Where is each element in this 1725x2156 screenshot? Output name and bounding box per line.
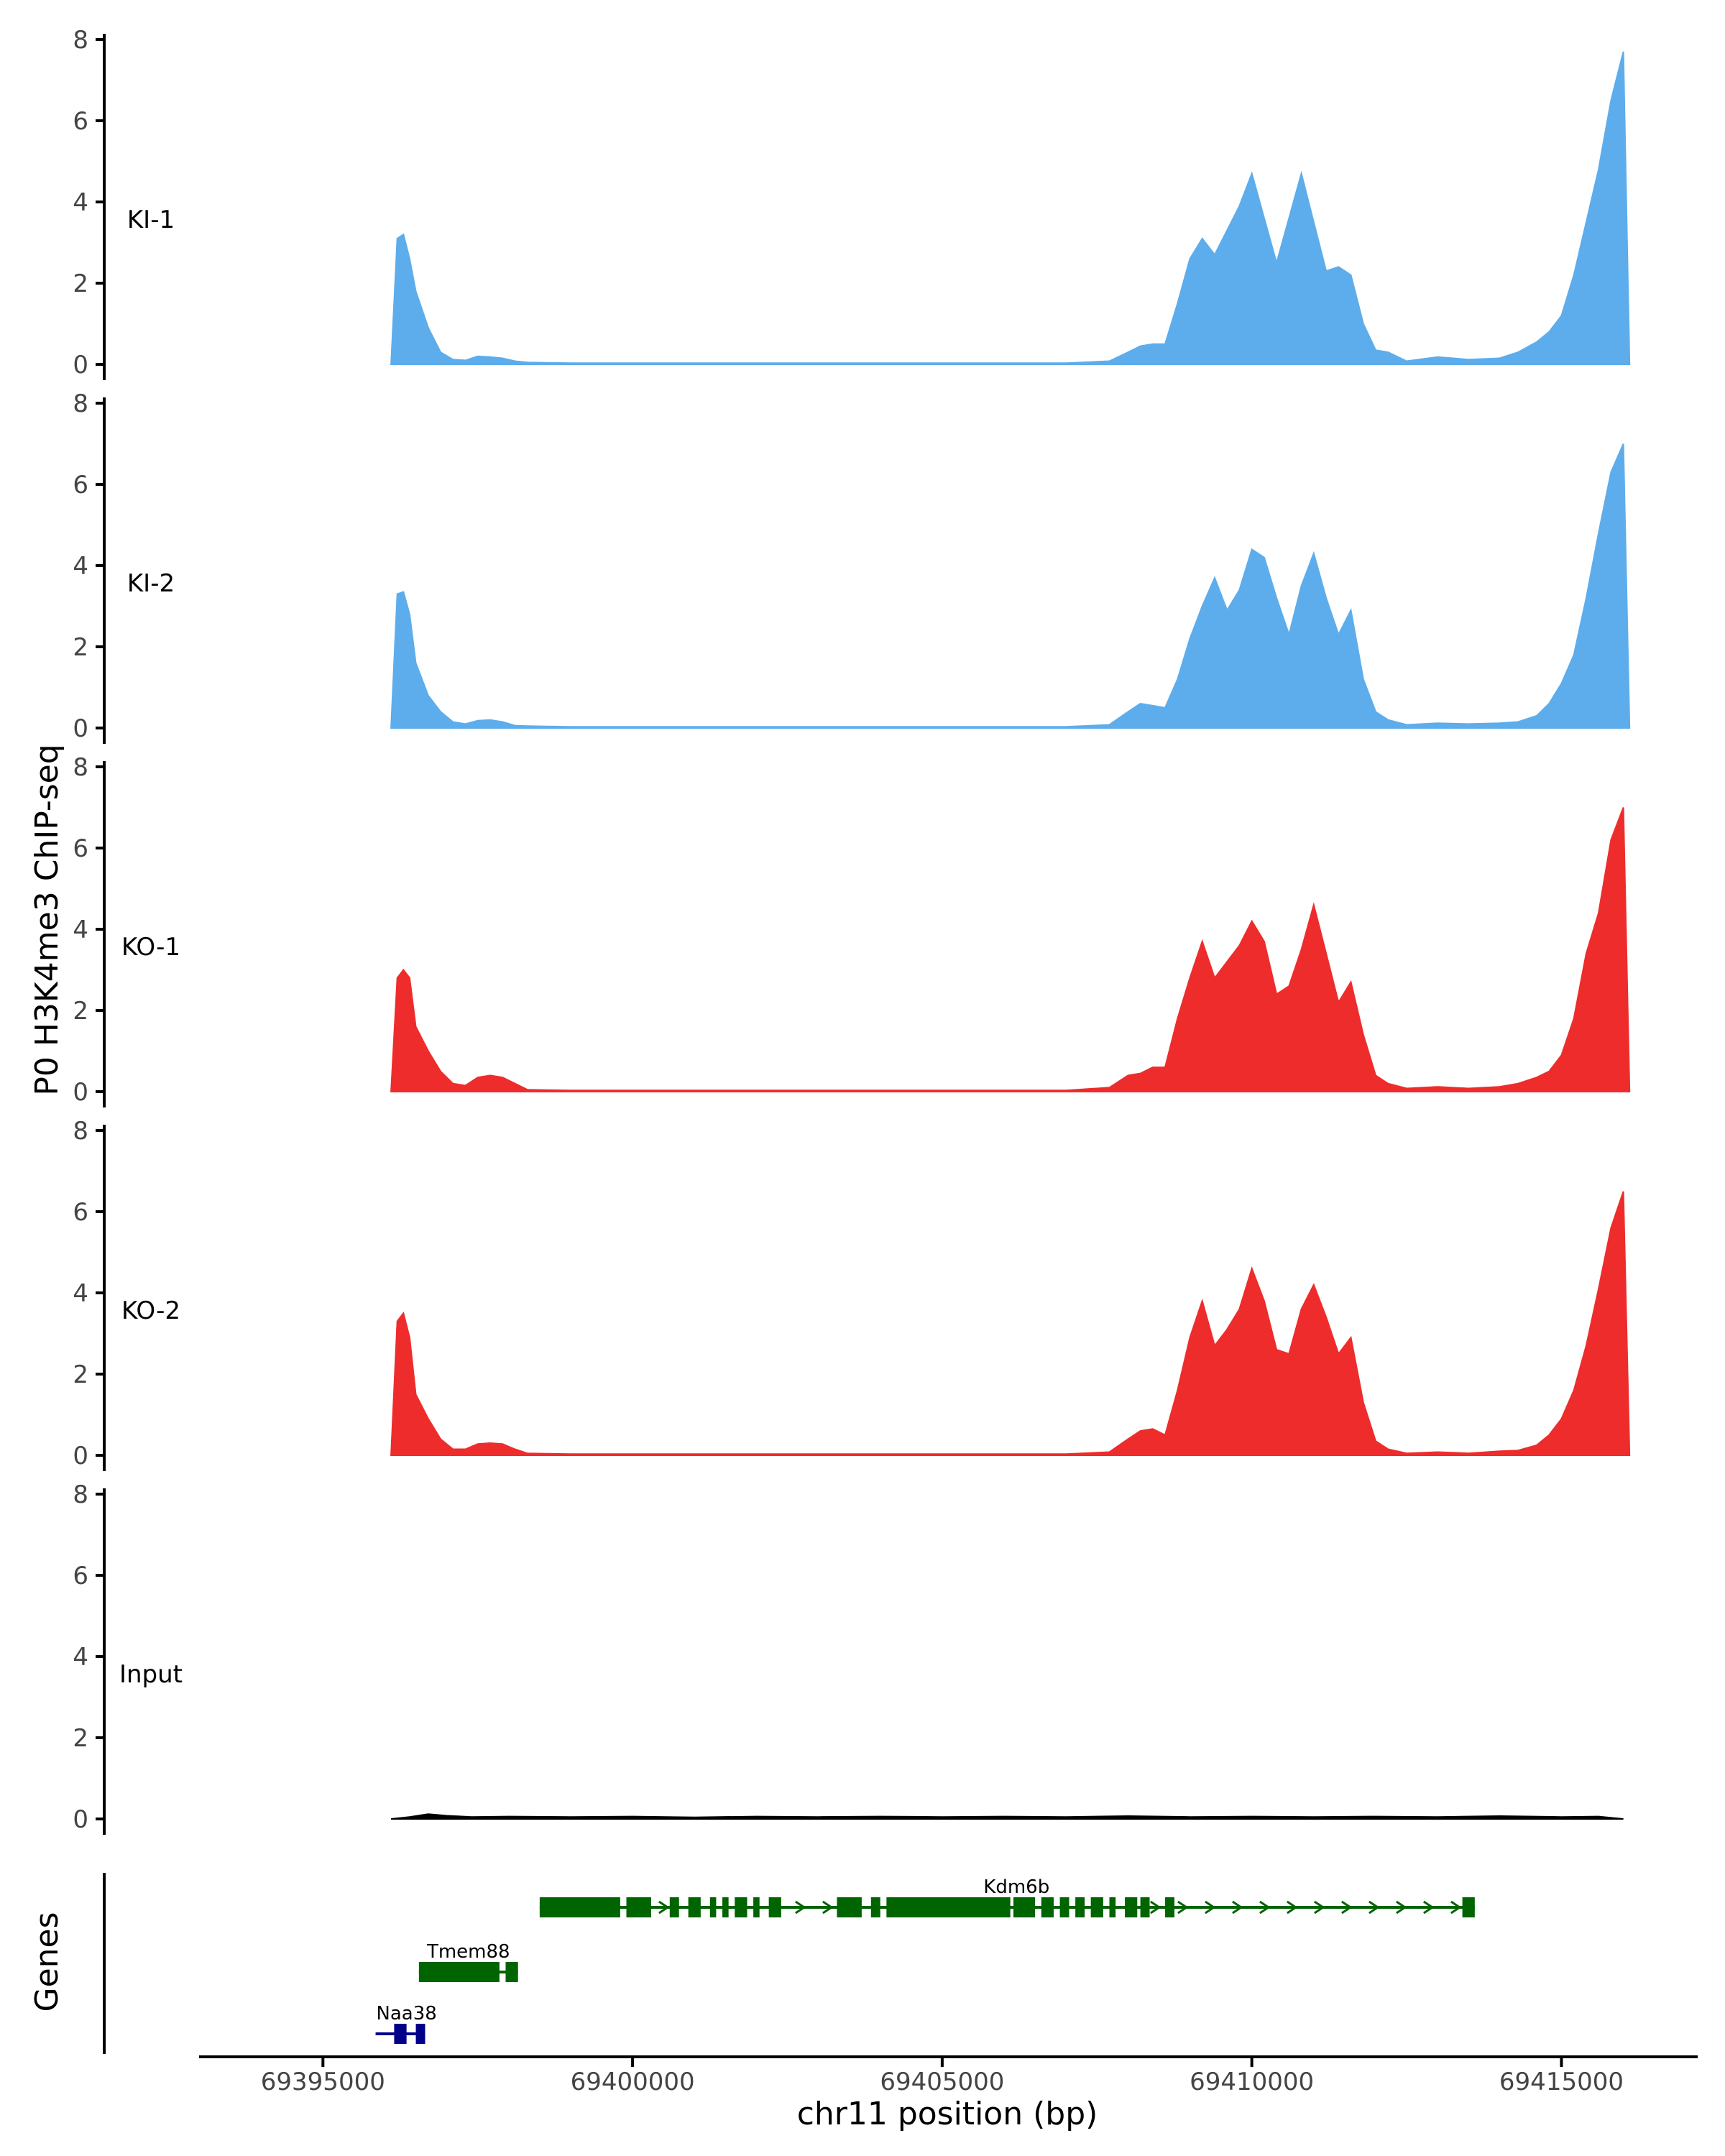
signal-tracks: 0 2 4 6 8 KI-1 0 2 4 6 8 KI-2 0 2 4 6 8 KO-1 0 2 4 6 8 KO-2 0 2 4 6… [73, 26, 1631, 1835]
strand-arrow [795, 1900, 806, 1915]
gene-naa38: Naa38 [375, 2003, 437, 2044]
signal-area-ki-1 [390, 51, 1631, 365]
gene-exon [1140, 1897, 1150, 1917]
x-tick-label: 69395000 [261, 2068, 385, 2096]
gene-exon [753, 1897, 760, 1917]
gene-exon [1059, 1897, 1070, 1917]
track-ki-1: 0 2 4 6 8 KI-1 [73, 26, 1631, 380]
track-input: 0 2 4 6 8 Input [73, 1480, 1624, 1835]
gene-exon [722, 1897, 729, 1917]
y-tick-label: 0 [73, 351, 88, 379]
y-tick-label: 6 [73, 1562, 88, 1590]
y-tick-label: 2 [73, 270, 88, 298]
y-tick-label: 2 [73, 1360, 88, 1389]
y-tick-label: 4 [73, 552, 88, 581]
gene-exon [415, 2024, 426, 2044]
signal-area-input [390, 1813, 1624, 1820]
strand-arrow [1423, 1900, 1435, 1915]
y-tick-label: 0 [73, 1442, 88, 1470]
y-tick-label: 8 [73, 26, 88, 55]
strand-arrow [1232, 1900, 1243, 1915]
genes-axis-title: Genes [29, 1912, 65, 2012]
gene-exon [1090, 1897, 1103, 1917]
strand-arrow [658, 1900, 670, 1915]
gene-exon [768, 1897, 781, 1917]
strand-arrow [1368, 1900, 1380, 1915]
track-ko-1: 0 2 4 6 8 KO-1 [73, 753, 1631, 1107]
gene-exon [626, 1897, 651, 1917]
y-tick-label: 0 [73, 714, 88, 743]
gene-label: Tmem88 [426, 1941, 510, 1963]
strand-arrow [1150, 1900, 1162, 1915]
strand-arrow [1205, 1900, 1216, 1915]
track-label: KO-1 [121, 933, 180, 962]
y-tick-label: 6 [73, 1198, 88, 1227]
x-axis: 69395000 69400000 69405000 69410000 69415000 [199, 2055, 1698, 2096]
y-tick-label: 8 [73, 753, 88, 782]
gene-kdm6b: Kdm6b [539, 1876, 1475, 1917]
gene-exon [418, 1962, 500, 1982]
y-tick-label: 4 [73, 1279, 88, 1308]
gene-exon [1013, 1897, 1036, 1917]
x-tick-label: 69405000 [880, 2068, 1004, 2096]
gene-exon [1462, 1897, 1475, 1917]
gene-exon [886, 1897, 1011, 1917]
y-tick-label: 4 [73, 188, 88, 217]
y-tick-label: 2 [73, 633, 88, 662]
strand-arrow [1450, 1900, 1462, 1915]
y-tick-label: 0 [73, 1078, 88, 1107]
gene-exon [1109, 1897, 1116, 1917]
gene-exon [1165, 1897, 1174, 1917]
strand-arrow [1341, 1900, 1353, 1915]
gene-exon [1125, 1897, 1138, 1917]
strand-arrow [1287, 1900, 1298, 1915]
y-tick-label: 2 [73, 997, 88, 1026]
track-ko-2: 0 2 4 6 8 KO-2 [73, 1117, 1631, 1471]
track-label: KO-2 [121, 1296, 180, 1325]
track-ki-2: 0 2 4 6 8 KI-2 [73, 390, 1631, 744]
y-tick-label: 6 [73, 471, 88, 499]
track-label: Input [119, 1660, 183, 1689]
y-tick-label: 4 [73, 916, 88, 944]
y-tick-label: 8 [73, 390, 88, 418]
gene-exon [735, 1897, 748, 1917]
x-axis-title: chr11 position (bp) [797, 2096, 1098, 2132]
gene-exon [870, 1897, 880, 1917]
signal-area-ki-2 [390, 443, 1631, 729]
x-tick-label: 69410000 [1190, 2068, 1314, 2096]
x-tick-label: 69400000 [571, 2068, 695, 2096]
gene-exon [688, 1897, 701, 1917]
track-label: KI-1 [127, 206, 175, 234]
x-tick-label: 69415000 [1499, 2068, 1624, 2096]
genes-panel: Kdm6b Tmem88 Naa38 [103, 1873, 1475, 2054]
gene-exon [669, 1897, 679, 1917]
y-tick-label: 6 [73, 834, 88, 863]
gene-tmem88: Tmem88 [418, 1941, 518, 1982]
y-tick-label: 0 [73, 1805, 88, 1834]
track-label: KI-2 [127, 569, 175, 598]
gene-exon [539, 1897, 620, 1917]
strand-arrow [1314, 1900, 1325, 1915]
gene-exon [1041, 1897, 1054, 1917]
gene-exon [394, 2024, 407, 2044]
strand-arrow [1396, 1900, 1407, 1915]
strand-arrow [1177, 1900, 1189, 1915]
y-tick-label: 8 [73, 1117, 88, 1146]
y-tick-label: 6 [73, 107, 88, 136]
gene-label: Kdm6b [983, 1876, 1049, 1898]
signal-area-ko-2 [390, 1191, 1631, 1456]
gene-exon [505, 1962, 518, 1982]
y-tick-label: 4 [73, 1643, 88, 1672]
gene-exon [1075, 1897, 1085, 1917]
y-tick-label: 2 [73, 1724, 88, 1753]
y-tick-label: 8 [73, 1480, 88, 1509]
strand-arrow [1259, 1900, 1271, 1915]
gene-exon [709, 1897, 717, 1917]
y-axis-title: P0 H3K4me3 ChIP-seq [29, 744, 65, 1095]
strand-arrow [822, 1900, 834, 1915]
gene-label: Naa38 [376, 2003, 436, 2024]
signal-area-ko-1 [390, 807, 1631, 1092]
gene-exon [837, 1897, 862, 1917]
